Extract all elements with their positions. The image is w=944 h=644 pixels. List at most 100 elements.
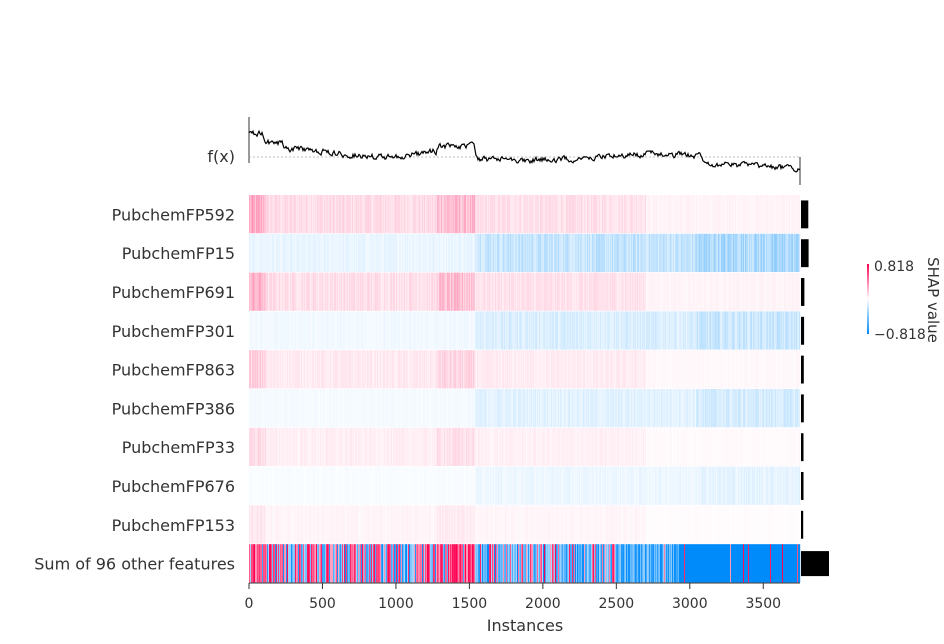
heatmap-cell xyxy=(684,427,686,466)
heatmap-cell xyxy=(602,389,604,428)
heatmap-cell xyxy=(495,195,497,234)
heatmap-cell xyxy=(550,195,552,234)
heatmap-cell xyxy=(728,195,730,234)
heatmap-cell xyxy=(784,311,786,350)
heatmap-cell xyxy=(451,466,453,505)
heatmap-cell xyxy=(620,427,622,466)
heatmap-cell xyxy=(334,195,336,234)
heatmap-cell xyxy=(425,505,427,544)
heatmap-cell xyxy=(348,233,350,272)
heatmap-cell xyxy=(781,505,783,544)
heatmap-cell xyxy=(346,505,348,544)
heatmap-cell xyxy=(694,272,696,311)
heatmap-cell xyxy=(354,466,356,505)
heatmap-cell xyxy=(290,350,292,389)
heatmap-cell xyxy=(462,195,464,234)
heatmap-cell xyxy=(549,233,551,272)
heatmap-cell xyxy=(705,272,707,311)
heatmap-cell xyxy=(408,233,410,272)
heatmap-cell xyxy=(633,311,635,350)
heatmap-cell xyxy=(311,195,313,234)
heatmap-cell xyxy=(524,311,526,350)
heatmap-cell xyxy=(266,233,268,272)
heatmap-cell xyxy=(456,389,458,428)
heatmap-cell xyxy=(249,505,251,544)
heatmap-cell xyxy=(782,311,784,350)
heatmap-cell xyxy=(638,427,640,466)
heatmap-cell xyxy=(450,272,452,311)
heatmap-cell xyxy=(488,427,490,466)
heatmap-cell xyxy=(760,427,762,466)
heatmap-cell xyxy=(706,505,708,544)
heatmap-cell xyxy=(443,350,445,389)
heatmap-cell xyxy=(411,466,413,505)
heatmap-cell xyxy=(553,233,555,272)
heatmap-cell xyxy=(270,233,272,272)
heatmap-cell xyxy=(592,272,594,311)
heatmap-cell xyxy=(379,350,381,389)
heatmap-cell xyxy=(449,233,451,272)
heatmap-cell xyxy=(498,272,500,311)
heatmap-cell xyxy=(530,389,532,428)
heatmap-cell xyxy=(643,389,645,428)
heatmap-cell xyxy=(698,505,700,544)
heatmap-cell xyxy=(542,195,544,234)
heatmap-cell xyxy=(730,466,732,505)
heatmap-cell xyxy=(457,195,459,234)
heatmap-cell xyxy=(571,311,573,350)
heatmap-cell xyxy=(406,505,408,544)
heatmap-cell xyxy=(278,350,280,389)
heatmap-cell xyxy=(704,233,706,272)
heatmap-cell xyxy=(790,350,792,389)
heatmap-cell xyxy=(270,466,272,505)
heatmap-cell xyxy=(253,350,255,389)
heatmap-cell xyxy=(353,272,355,311)
heatmap-cell xyxy=(341,505,343,544)
heatmap-cell xyxy=(499,427,501,466)
heatmap-cell xyxy=(752,272,754,311)
heatmap-cell xyxy=(466,427,468,466)
heatmap-cell xyxy=(639,233,641,272)
heatmap-cell xyxy=(634,466,636,505)
heatmap-cell xyxy=(339,272,341,311)
heatmap-cell xyxy=(434,311,436,350)
heatmap-cell xyxy=(660,427,662,466)
heatmap-cell xyxy=(730,195,732,234)
heatmap-cell xyxy=(731,233,733,272)
heatmap-cell xyxy=(422,389,424,428)
heatmap-cell xyxy=(783,389,785,428)
heatmap-cell xyxy=(794,272,796,311)
heatmap-cell xyxy=(324,427,326,466)
heatmap-cell xyxy=(615,427,617,466)
heatmap-cell xyxy=(466,233,468,272)
heatmap-cell xyxy=(653,466,655,505)
heatmap-cell xyxy=(283,389,285,428)
heatmap-cell xyxy=(384,505,386,544)
heatmap-cell xyxy=(459,389,461,428)
heatmap-cell xyxy=(492,389,494,428)
heatmap-cell xyxy=(416,350,418,389)
heatmap-cell xyxy=(732,466,734,505)
heatmap-cell xyxy=(484,311,486,350)
heatmap-cell xyxy=(487,350,489,389)
heatmap-cell xyxy=(259,311,261,350)
heatmap-cell xyxy=(359,195,361,234)
heatmap-cell xyxy=(516,272,518,311)
heatmap-cell xyxy=(622,350,624,389)
heatmap-cell xyxy=(531,233,533,272)
heatmap-cell xyxy=(434,427,436,466)
heatmap-cell xyxy=(273,311,275,350)
heatmap-cell xyxy=(675,427,677,466)
heatmap-cell xyxy=(702,466,704,505)
heatmap-cell xyxy=(484,427,486,466)
heatmap-cell xyxy=(712,350,714,389)
heatmap-cell xyxy=(713,505,715,544)
heatmap-cell xyxy=(484,350,486,389)
heatmap-cell xyxy=(678,389,680,428)
heatmap-cell xyxy=(562,233,564,272)
heatmap-cell xyxy=(794,350,796,389)
heatmap-cell xyxy=(583,350,585,389)
heatmap-cell xyxy=(645,311,647,350)
heatmap-cell xyxy=(733,350,735,389)
heatmap-cell xyxy=(768,272,770,311)
